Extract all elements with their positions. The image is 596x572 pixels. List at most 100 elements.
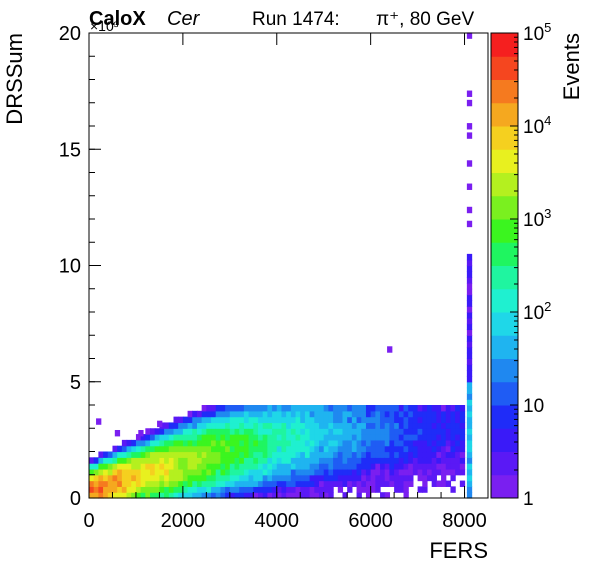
heatmap-cell bbox=[466, 99, 473, 107]
colorbar-band bbox=[491, 474, 518, 499]
heatmap-cell bbox=[234, 474, 240, 482]
y-axis-multiplier: ×10³ bbox=[90, 18, 119, 34]
heatmap-cell bbox=[234, 463, 240, 470]
heatmap-cell bbox=[182, 422, 189, 429]
colorbar-frame bbox=[490, 32, 519, 499]
heatmap-cell bbox=[450, 451, 456, 458]
heatmap-cell bbox=[201, 463, 207, 470]
heatmap-cell bbox=[220, 439, 226, 447]
heatmap-cell bbox=[201, 474, 207, 482]
heatmap-cell bbox=[257, 492, 264, 499]
heatmap-cell bbox=[262, 416, 268, 424]
heatmap-cell bbox=[417, 474, 423, 482]
heatmap-cell bbox=[234, 428, 240, 435]
colorbar: 1 10 102 103 104 105 bbox=[490, 20, 551, 510]
heatmap-cell bbox=[403, 492, 409, 499]
heatmap-cell bbox=[239, 457, 245, 464]
heatmap-cell bbox=[182, 428, 189, 435]
heatmap-cell bbox=[370, 486, 376, 493]
heatmap-cell bbox=[356, 439, 362, 447]
heatmap-cell bbox=[257, 463, 264, 470]
heatmap-cell bbox=[466, 399, 473, 406]
heatmap-cell bbox=[248, 428, 254, 435]
heatmap-cell bbox=[229, 468, 236, 476]
heatmap-cell bbox=[455, 405, 461, 412]
heatmap-cell bbox=[450, 422, 456, 429]
heatmap-cell bbox=[243, 486, 250, 493]
heatmap-cell bbox=[286, 428, 292, 435]
heatmap-cell bbox=[333, 468, 339, 476]
heatmap-cell bbox=[257, 439, 264, 447]
colorbar-label: Events bbox=[559, 33, 584, 100]
heatmap-cell bbox=[370, 457, 376, 464]
heatmap-cell bbox=[459, 422, 466, 429]
heatmap-cell bbox=[333, 405, 339, 412]
heatmap-cell bbox=[154, 457, 161, 464]
heatmap-cell bbox=[126, 480, 132, 487]
heatmap-cell bbox=[225, 492, 231, 499]
heatmap-cell bbox=[398, 468, 405, 476]
x-tick-label: 0 bbox=[83, 510, 94, 532]
heatmap-cell bbox=[150, 463, 156, 470]
heatmap-cell bbox=[89, 463, 95, 470]
heatmap-cell bbox=[262, 492, 268, 499]
heatmap-cell bbox=[466, 416, 473, 424]
heatmap-cell bbox=[145, 428, 151, 435]
heatmap-cell bbox=[412, 463, 419, 470]
heatmap-cell bbox=[380, 457, 386, 464]
heatmap-cell bbox=[182, 474, 189, 482]
heatmap-cell bbox=[290, 468, 297, 476]
heatmap-cell bbox=[408, 434, 414, 441]
heatmap-cell bbox=[450, 457, 456, 464]
heatmap-cell bbox=[387, 346, 393, 353]
heatmap-cell bbox=[272, 405, 278, 412]
heatmap-cell bbox=[173, 428, 179, 435]
heatmap-cell bbox=[466, 468, 473, 476]
heatmap-cell bbox=[466, 364, 473, 371]
heatmap-cell bbox=[187, 486, 193, 493]
heatmap-cell bbox=[253, 405, 259, 412]
heatmap-cell bbox=[445, 434, 452, 441]
heatmap-cell bbox=[211, 474, 217, 482]
heatmap-cell bbox=[455, 468, 461, 476]
heatmap-cell bbox=[459, 445, 466, 453]
heatmap-cell bbox=[466, 352, 473, 360]
heatmap-cell bbox=[201, 480, 207, 487]
heatmap-cell bbox=[408, 451, 414, 458]
heatmap-cell bbox=[93, 463, 99, 470]
heatmap-cell bbox=[248, 405, 254, 412]
heatmap-cell bbox=[253, 468, 259, 476]
heatmap-cell bbox=[389, 480, 395, 487]
heatmap-cell bbox=[328, 422, 334, 429]
heatmap-cell bbox=[466, 323, 473, 331]
heatmap-cell bbox=[192, 445, 198, 453]
heatmap-cell bbox=[196, 439, 203, 447]
heatmap-cell bbox=[117, 468, 123, 476]
heatmap-cell bbox=[394, 405, 400, 412]
heatmap-cell bbox=[229, 422, 236, 429]
heatmap-cell bbox=[239, 463, 245, 470]
heatmap-cell bbox=[445, 405, 452, 412]
heatmap-cell bbox=[403, 457, 409, 464]
heatmap-cell bbox=[436, 480, 442, 487]
heatmap-cell bbox=[286, 439, 292, 447]
heatmap-cell bbox=[408, 480, 414, 487]
heatmap-cell bbox=[398, 410, 405, 418]
heatmap-cell bbox=[262, 434, 268, 441]
heatmap-cell bbox=[342, 410, 348, 418]
heatmap-cell bbox=[328, 405, 334, 412]
heatmap-cell bbox=[211, 486, 217, 493]
heatmap-cell bbox=[154, 474, 161, 482]
heatmap-cell bbox=[466, 282, 473, 290]
heatmap-cell bbox=[229, 428, 236, 435]
heatmap-cell bbox=[121, 486, 128, 493]
heatmap-cell bbox=[272, 445, 278, 453]
colorbar-tick-label: 102 bbox=[523, 299, 551, 324]
heatmap-cell bbox=[295, 416, 301, 424]
heatmap-cell bbox=[422, 474, 428, 482]
heatmap-cell bbox=[211, 457, 217, 464]
heatmap-cell bbox=[304, 428, 311, 435]
heatmap-cell bbox=[466, 312, 473, 319]
heatmap-cell bbox=[290, 439, 297, 447]
heatmap-cell bbox=[220, 405, 226, 412]
